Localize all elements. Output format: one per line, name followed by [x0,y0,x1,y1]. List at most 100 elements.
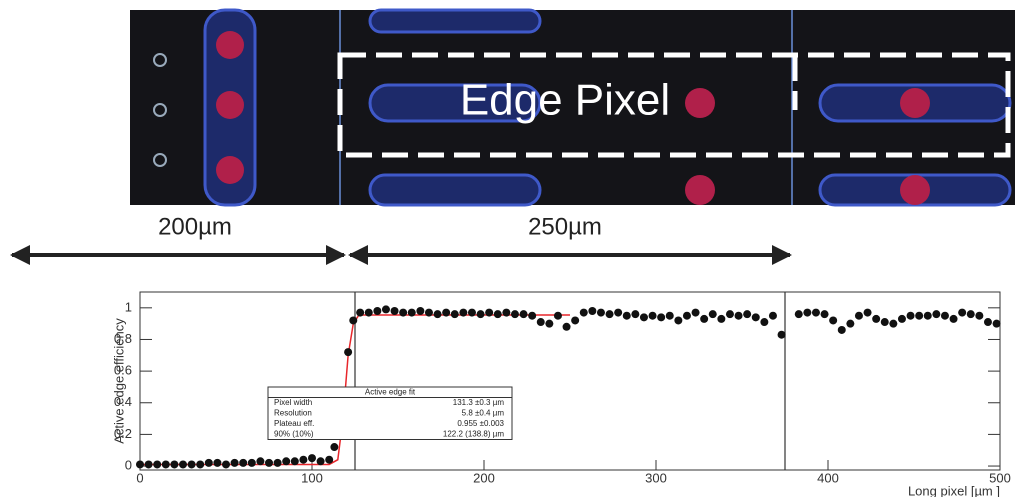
stats-name: 90% (10%) [274,429,314,438]
data-point [666,312,674,320]
data-point [881,318,889,326]
stats-title: Active edge fit [365,387,416,396]
data-point [179,460,187,468]
data-point [494,310,502,318]
data-point [408,309,416,317]
data-point [812,309,820,317]
data-point [588,307,596,315]
data-point [838,326,846,334]
data-point [692,309,700,317]
data-point [855,312,863,320]
data-point [907,312,915,320]
data-point [265,459,273,467]
edge-pixel-label: Edge Pixel [460,76,670,125]
data-point [365,309,373,317]
figure: Edge Pixel 200µm 250µm 01002003004005000… [0,0,1015,497]
data-point [606,310,614,318]
data-point [231,459,239,467]
data-point [760,318,768,326]
data-point [349,316,357,324]
data-point [924,312,932,320]
data-point [170,460,178,468]
data-point [256,457,264,465]
data-point [649,312,657,320]
data-point [344,348,352,356]
data-point [984,318,992,326]
data-point [674,316,682,324]
data-point [700,315,708,323]
data-point [778,331,786,339]
data-point [941,312,949,320]
data-point [709,310,717,318]
data-point [382,305,390,313]
data-point [735,312,743,320]
data-point [967,310,975,318]
stats-name: Resolution [274,408,312,417]
data-point [136,460,144,468]
data-point [537,318,545,326]
stats-name: Plateau eff. [274,419,314,428]
data-point [717,315,725,323]
data-point [356,309,364,317]
x-tick-label: 400 [817,470,839,485]
data-point [459,309,467,317]
data-point [795,310,803,318]
data-point [442,309,450,317]
data-point [580,309,588,317]
data-point [325,456,333,464]
data-point [451,310,459,318]
dimension-label: 250µm [528,213,602,240]
data-point [308,454,316,462]
x-tick-label: 0 [136,470,143,485]
data-point [554,312,562,320]
data-point [468,309,476,317]
data-point [864,309,872,317]
data-point [528,312,536,320]
data-point [623,312,631,320]
data-point [248,459,256,467]
data-point [743,310,751,318]
plot-frame [140,292,1000,470]
data-point [222,460,230,468]
data-point [640,313,648,321]
data-point [846,320,854,328]
stats-value: 131.3 ±0.3 µm [453,398,505,407]
y-tick-label: 1 [125,299,132,314]
data-point [872,315,880,323]
data-point [726,310,734,318]
data-point [145,460,153,468]
x-tick-label: 200 [473,470,495,485]
data-point [291,457,299,465]
data-point [769,312,777,320]
y-tick-label: 0 [125,457,132,472]
dimension-label: 200µm [158,213,232,240]
data-point [563,323,571,331]
data-point [299,456,307,464]
data-point [162,460,170,468]
data-point [153,460,161,468]
data-point [631,310,639,318]
data-point [399,309,407,317]
data-point [434,310,442,318]
data-point [477,310,485,318]
data-point [821,310,829,318]
stats-value: 0.955 ±0.003 [457,419,504,428]
data-point [502,309,510,317]
data-point [958,309,966,317]
data-point [425,309,433,317]
chip-image: Edge Pixel [130,10,1015,205]
y-axis-label: Active edge efficiency [111,318,126,444]
data-point [373,307,381,315]
data-point [239,459,247,467]
data-point [657,313,665,321]
data-point [282,457,290,465]
data-point [829,316,837,324]
data-point [597,309,605,317]
data-point [416,307,424,315]
data-point [274,459,282,467]
data-point [188,460,196,468]
data-point [950,315,958,323]
x-tick-label: 100 [301,470,323,485]
data-point [932,310,940,318]
